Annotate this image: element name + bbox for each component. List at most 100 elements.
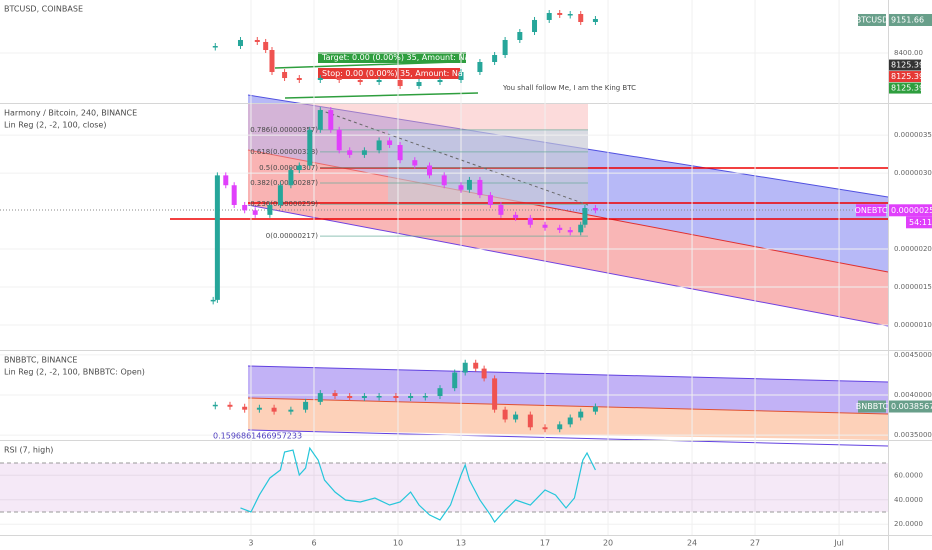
candle xyxy=(256,407,262,410)
candle xyxy=(477,179,483,196)
pane-subtitle: Lin Reg (2, -2, 100, BNBBTC: Open) xyxy=(4,368,145,377)
target-label: Target: 0.00 (0.00%) 35, Amount: NaN xyxy=(321,53,475,62)
candle xyxy=(376,395,382,398)
candle xyxy=(336,78,342,80)
candle xyxy=(542,224,548,228)
candle xyxy=(277,185,283,205)
candle xyxy=(288,409,294,412)
candle xyxy=(592,406,598,412)
candle xyxy=(437,388,443,396)
y-tick-label: 0.0045000 xyxy=(894,351,932,359)
price-tag-label: 0.0038567 xyxy=(891,402,932,411)
candle xyxy=(517,32,523,40)
candle xyxy=(376,140,382,151)
candle xyxy=(254,39,260,42)
candle xyxy=(242,406,248,410)
candle xyxy=(347,395,353,398)
price-marker xyxy=(889,71,921,83)
candle xyxy=(473,362,479,369)
stop-label: Stop: 0.00 (0.00%) 35, Amount: NaN xyxy=(322,69,469,78)
candle xyxy=(477,61,483,73)
y-tick-label: 60.0000 xyxy=(894,471,923,479)
candle xyxy=(296,165,302,171)
candle xyxy=(427,165,433,176)
price-tag xyxy=(889,13,932,26)
candle xyxy=(513,214,519,218)
price-tag-symbol-label: BTCUSD xyxy=(856,15,889,24)
candle xyxy=(502,409,508,420)
candle xyxy=(458,185,464,190)
price-tag xyxy=(889,204,932,217)
candle xyxy=(481,368,487,379)
annotation: You shall follow Me, I am the King BTC xyxy=(502,84,636,92)
candle xyxy=(271,407,277,412)
candle xyxy=(458,72,464,80)
fib-label: 0.786(0.00000357) xyxy=(250,126,318,134)
candle xyxy=(214,175,220,300)
candle xyxy=(416,82,422,87)
candle xyxy=(567,417,573,425)
candle xyxy=(567,230,573,233)
fib-label: 0.236(0.00000259) xyxy=(250,200,318,208)
price-marker-label: 8125.39 xyxy=(891,84,924,93)
candle xyxy=(328,110,334,130)
fib-label: 0(0.00000217) xyxy=(266,232,318,240)
candle xyxy=(227,404,233,407)
candle xyxy=(263,41,269,51)
price-tag-label: 9151.66 xyxy=(891,15,924,24)
candle xyxy=(393,395,399,398)
x-tick-label: 20 xyxy=(603,539,613,548)
candle xyxy=(317,110,323,130)
candle xyxy=(532,19,538,33)
price-tag xyxy=(889,400,932,413)
candle xyxy=(303,401,309,410)
price-tag-symbol-label: ONEBTC xyxy=(855,206,888,215)
candle xyxy=(397,145,403,161)
candle xyxy=(557,227,563,231)
fib-label: 0.618(0.00000328) xyxy=(250,148,318,156)
x-tick-label: 10 xyxy=(393,539,403,548)
candle xyxy=(347,150,353,155)
candle xyxy=(437,79,443,83)
candle xyxy=(546,12,552,20)
price-tag-symbol xyxy=(858,400,886,413)
candle xyxy=(466,179,472,190)
candle xyxy=(317,393,323,402)
price-tag-label: 0.00000251 xyxy=(891,206,932,215)
stop-box xyxy=(318,68,460,79)
candle xyxy=(282,72,288,79)
candle xyxy=(397,79,403,87)
candle xyxy=(408,395,414,398)
y-tick-label: 0.0040000 xyxy=(894,391,932,399)
candle xyxy=(223,175,229,186)
candle xyxy=(527,414,533,428)
x-tick-label: 3 xyxy=(248,539,253,548)
countdown: 54:11 xyxy=(909,218,932,227)
price-marker-label: 8125.39 xyxy=(891,72,924,81)
candle xyxy=(361,150,367,155)
candle xyxy=(210,299,216,302)
trade-lines xyxy=(274,52,479,99)
pane-subtitle: Lin Reg (2, -2, 100, close) xyxy=(4,121,106,130)
rsi-band xyxy=(0,463,888,512)
candle xyxy=(557,12,563,15)
countdown-box xyxy=(906,216,932,229)
y-tick-label: 40.0000 xyxy=(894,496,923,504)
price-tag-symbol xyxy=(856,204,886,217)
candle xyxy=(542,427,548,430)
candle xyxy=(387,140,393,145)
price-marker xyxy=(889,82,921,94)
candle xyxy=(492,378,498,410)
fib-label: 0.382(0.00000287) xyxy=(250,179,318,187)
pane-title: BNBBTC, BINANCE xyxy=(4,356,77,365)
x-tick-label: 17 xyxy=(540,539,550,548)
candle xyxy=(578,224,584,233)
x-tick-label: 13 xyxy=(456,539,466,548)
candle xyxy=(332,393,338,396)
candle xyxy=(267,204,273,215)
candle xyxy=(492,55,498,62)
